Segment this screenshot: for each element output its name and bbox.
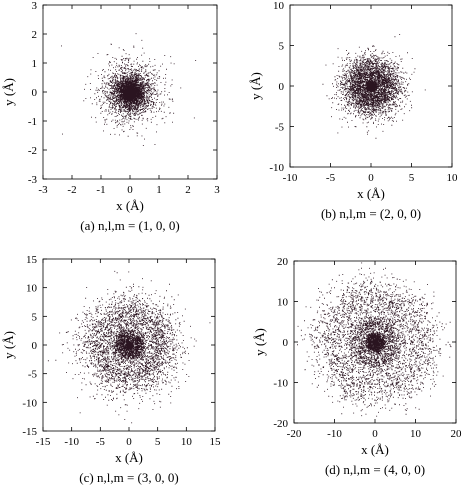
x-tick-label: 20 bbox=[451, 428, 463, 440]
x-axis-label: x (Å) bbox=[357, 186, 385, 201]
x-tick-label: 15 bbox=[210, 436, 222, 448]
y-tick-label: 0 bbox=[279, 81, 285, 93]
panel-c: -15 -10 -5 0 5 10 15 -15 -10 -5 0 5 10 15 x (Å) y (Å) (c… bbox=[0, 252, 237, 504]
scatter-points bbox=[61, 33, 197, 146]
y-tick-label: -10 bbox=[273, 378, 288, 390]
x-axis-label: x (Å) bbox=[116, 198, 144, 213]
y-tick-label: 2 bbox=[32, 29, 38, 41]
x-tick-label: -1 bbox=[96, 184, 105, 196]
x-tick-label: 1 bbox=[156, 184, 162, 196]
x-tick-label: -3 bbox=[38, 184, 48, 196]
x-tick-label: -5 bbox=[326, 172, 336, 184]
x-tick-label: 2 bbox=[185, 184, 191, 196]
x-axis-label: x (Å) bbox=[115, 450, 143, 465]
x-tick-label: 10 bbox=[410, 428, 422, 440]
y-tick-label: -10 bbox=[22, 397, 37, 409]
y-axis-label: y (Å) bbox=[1, 78, 16, 106]
x-tick-label: 5 bbox=[409, 172, 415, 184]
y-tick-label: 20 bbox=[277, 256, 289, 268]
y-tick-label: 0 bbox=[283, 337, 289, 349]
x-tick-label: 0 bbox=[372, 428, 378, 440]
y-tick-label: -15 bbox=[22, 426, 37, 438]
y-tick-label: -20 bbox=[273, 418, 288, 430]
x-tick-label: 0 bbox=[126, 436, 132, 448]
y-tick-label: 3 bbox=[32, 0, 38, 12]
y-tick-label: 15 bbox=[26, 254, 38, 266]
y-tick-label: -3 bbox=[28, 174, 38, 186]
y-tick-label: 0 bbox=[32, 340, 38, 352]
y-tick-label: -5 bbox=[28, 369, 38, 381]
y-tick-label: 5 bbox=[279, 41, 285, 53]
panel-d: -20 -10 0 10 20 -20 -10 0 10 20 x (Å) y (Å) (d) n,l,… bbox=[237, 252, 474, 504]
y-tick-label: -5 bbox=[275, 122, 285, 134]
y-tick-label: -1 bbox=[28, 116, 37, 128]
x-tick-label: -15 bbox=[36, 436, 51, 448]
y-tick-label: -10 bbox=[269, 162, 284, 174]
panel-caption: (c) n,l,m = (3, 0, 0) bbox=[79, 470, 178, 485]
y-tick-label: 10 bbox=[277, 297, 289, 309]
x-tick-label: -10 bbox=[64, 436, 79, 448]
x-tick-label: 10 bbox=[181, 436, 193, 448]
x-tick-label: 5 bbox=[155, 436, 161, 448]
chart-svg-3: -20 -10 0 10 20 -20 -10 0 10 20 x (Å) y (Å) (d) n,l,… bbox=[252, 256, 463, 477]
y-tick-label: 10 bbox=[26, 283, 38, 295]
x-tick-label: -10 bbox=[327, 428, 342, 440]
panel-caption: (b) n,l,m = (2, 0, 0) bbox=[321, 206, 421, 221]
y-tick-label: 0 bbox=[32, 87, 38, 99]
y-tick-label: 10 bbox=[273, 0, 285, 12]
scatter-point-cloud bbox=[47, 270, 211, 424]
x-tick-label: -20 bbox=[287, 428, 302, 440]
y-axis-label: y (Å) bbox=[1, 331, 16, 359]
scatter-points bbox=[297, 262, 452, 417]
y-axis-label: y (Å) bbox=[252, 328, 267, 356]
chart-svg-1: -10 -5 0 5 10 -10 -5 0 5 10 x (Å) y (Å) (b) n,l,m = … bbox=[248, 0, 459, 221]
x-tick-label: 3 bbox=[214, 184, 220, 196]
panel-caption: (d) n,l,m = (4, 0, 0) bbox=[325, 462, 425, 477]
y-tick-label: 1 bbox=[32, 58, 38, 70]
y-axis-label: y (Å) bbox=[248, 72, 263, 100]
x-tick-label: 10 bbox=[447, 172, 459, 184]
chart-svg-0: -3 -2 -1 0 1 2 3 -3 -2 -1 0 1 2 3 x (Å) y (Å) (a) n,l,m … bbox=[1, 0, 220, 233]
chart-svg-2: -15 -10 -5 0 5 10 15 -15 -10 -5 0 5 10 15 x (Å) y (Å) (c… bbox=[1, 254, 222, 485]
panel-caption: (a) n,l,m = (1, 0, 0) bbox=[80, 218, 179, 233]
x-axis-label: x (Å) bbox=[361, 442, 389, 457]
y-tick-label: -2 bbox=[28, 145, 37, 157]
x-tick-label: -5 bbox=[96, 436, 106, 448]
scatter-points bbox=[322, 34, 426, 139]
y-tick-label: 5 bbox=[32, 311, 38, 323]
scatter-points bbox=[47, 270, 211, 424]
x-tick-label: -2 bbox=[67, 184, 76, 196]
scatter-point-cloud bbox=[297, 262, 452, 417]
scatter-point-cloud bbox=[61, 33, 197, 146]
scatter-point-cloud bbox=[322, 34, 426, 139]
panel-a: -3 -2 -1 0 1 2 3 -3 -2 -1 0 1 2 3 x (Å) y (Å) (a) n,l,m … bbox=[0, 0, 237, 252]
x-tick-label: 0 bbox=[127, 184, 133, 196]
x-tick-label: -10 bbox=[283, 172, 298, 184]
x-tick-label: 0 bbox=[368, 172, 374, 184]
panel-b: -10 -5 0 5 10 -10 -5 0 5 10 x (Å) y (Å) (b) n,l,m = … bbox=[237, 0, 474, 252]
